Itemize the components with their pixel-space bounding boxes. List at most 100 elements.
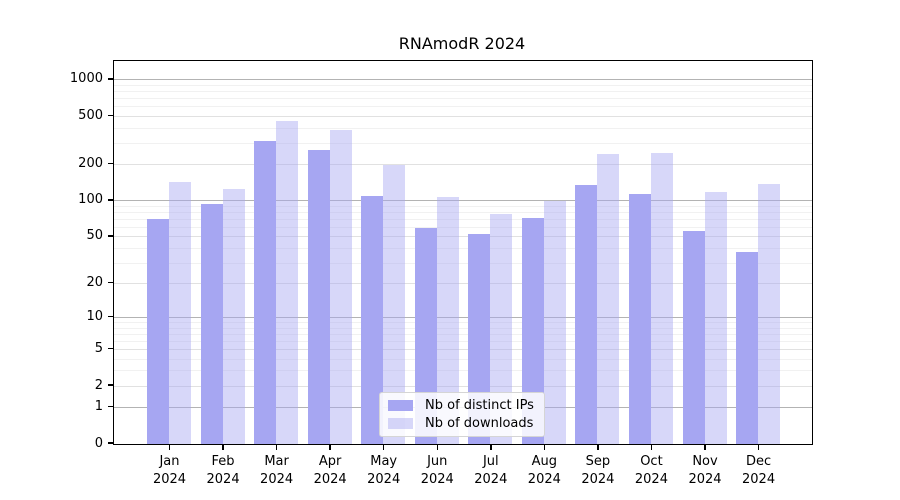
x-label-month: Jun bbox=[427, 454, 448, 469]
x-tick-aug bbox=[543, 444, 546, 450]
bar-ips-mar bbox=[254, 140, 277, 444]
x-tick-label-sep: Sep 2024 bbox=[568, 453, 628, 488]
bar-ips-apr bbox=[307, 149, 330, 444]
x-label-month: Feb bbox=[211, 454, 235, 469]
bar-ips-oct bbox=[628, 194, 651, 444]
y-tick-2 bbox=[108, 384, 113, 386]
bar-downloads-jun bbox=[436, 196, 459, 444]
bar-ips-sep bbox=[575, 184, 598, 444]
gridline-y-200 bbox=[114, 164, 812, 166]
gridline-y-100 bbox=[114, 200, 812, 202]
gridline-y-300 bbox=[114, 142, 812, 144]
y-tick-label-20: 20 bbox=[86, 275, 103, 291]
gridline-y-400 bbox=[114, 127, 812, 129]
x-tick-label-jan: Jan 2024 bbox=[140, 453, 200, 488]
legend-label-downloads: Nb of downloads bbox=[425, 416, 534, 431]
plot-area: Nb of distinct IPs Nb of downloads bbox=[113, 60, 813, 445]
gridline-y-6 bbox=[114, 340, 812, 342]
x-tick-label-oct: Oct 2024 bbox=[621, 453, 681, 488]
y-tick-100 bbox=[108, 199, 113, 201]
gridline-y-2 bbox=[114, 385, 812, 387]
gridline-y-80 bbox=[114, 211, 812, 213]
x-label-year: 2024 bbox=[688, 471, 722, 487]
x-label-month: May bbox=[370, 454, 398, 469]
x-tick-oct bbox=[650, 444, 653, 450]
x-tick-label-jun: Jun 2024 bbox=[407, 453, 467, 488]
bar-downloads-jan bbox=[169, 182, 191, 444]
bar-ips-nov bbox=[682, 230, 705, 444]
x-tick-label-aug: Aug 2024 bbox=[514, 453, 574, 488]
y-tick-label-10: 10 bbox=[86, 309, 103, 325]
chart-title: RNAmodR 2024 bbox=[398, 34, 526, 53]
x-label-month: Aug bbox=[531, 454, 558, 469]
y-tick-label-1: 1 bbox=[94, 398, 103, 414]
y-tick-label-5: 5 bbox=[94, 341, 103, 357]
x-label-year: 2024 bbox=[742, 471, 776, 487]
gridline-y-8 bbox=[114, 327, 812, 329]
y-tick-label-1000: 1000 bbox=[69, 71, 103, 87]
gridline-y-10 bbox=[114, 317, 812, 319]
x-label-year: 2024 bbox=[367, 471, 401, 487]
gridline-y-7 bbox=[114, 333, 812, 335]
y-tick-50 bbox=[108, 235, 113, 237]
gridline-y-500 bbox=[114, 115, 812, 117]
gridline-y-4 bbox=[114, 358, 812, 360]
y-tick-5 bbox=[108, 347, 113, 350]
bar-ips-feb bbox=[200, 203, 223, 444]
gridline-y-9 bbox=[114, 322, 812, 324]
x-tick-mar bbox=[275, 444, 278, 450]
legend-label-distinct-ips: Nb of distinct IPs bbox=[425, 398, 534, 413]
y-tick-1 bbox=[108, 405, 113, 408]
y-tick-label-50: 50 bbox=[86, 228, 103, 244]
y-tick-20 bbox=[108, 281, 113, 284]
bar-ips-dec bbox=[736, 252, 759, 444]
x-label-year: 2024 bbox=[206, 471, 240, 487]
x-tick-label-apr: Apr 2024 bbox=[300, 453, 360, 488]
gridline-y-60 bbox=[114, 226, 812, 228]
bar-ips-may bbox=[361, 195, 384, 444]
x-tick-label-dec: Dec 2024 bbox=[729, 453, 789, 488]
y-tick-500 bbox=[108, 114, 113, 117]
y-tick-10 bbox=[108, 315, 113, 318]
y-tick-200 bbox=[108, 162, 113, 165]
gridline-y-5 bbox=[114, 349, 812, 351]
bar-ips-jun bbox=[414, 228, 437, 444]
legend-swatch-distinct-ips bbox=[388, 400, 413, 411]
x-tick-jul bbox=[490, 444, 492, 450]
y-tick-label-100: 100 bbox=[78, 192, 103, 208]
bar-ips-aug bbox=[521, 217, 544, 444]
bar-ips-jul bbox=[468, 233, 491, 444]
x-tick-label-feb: Feb 2024 bbox=[193, 453, 253, 488]
bar-downloads-aug bbox=[543, 200, 566, 444]
x-tick-apr bbox=[329, 444, 331, 450]
gridline-y-1000 bbox=[114, 79, 812, 81]
gridline-y-90 bbox=[114, 205, 812, 207]
bar-downloads-oct bbox=[650, 153, 673, 444]
bar-downloads-nov bbox=[704, 192, 727, 444]
x-tick-label-mar: Mar 2024 bbox=[247, 453, 307, 488]
bar-downloads-feb bbox=[222, 188, 245, 444]
gridline-y-50 bbox=[114, 236, 812, 238]
gridline-y-900 bbox=[114, 85, 812, 87]
gridline-y-40 bbox=[114, 247, 812, 249]
gridline-y-30 bbox=[114, 262, 812, 264]
x-label-month: Dec bbox=[745, 454, 772, 469]
x-label-month: Jan bbox=[159, 454, 180, 469]
x-label-month: Nov bbox=[692, 454, 718, 469]
bar-downloads-mar bbox=[276, 120, 299, 444]
gridline-y-700 bbox=[114, 98, 812, 100]
bar-downloads-apr bbox=[329, 129, 352, 444]
x-tick-jan bbox=[168, 444, 171, 450]
x-tick-label-jul: Jul 2024 bbox=[461, 453, 521, 488]
x-label-year: 2024 bbox=[260, 471, 294, 487]
x-tick-nov bbox=[704, 444, 706, 450]
bar-downloads-sep bbox=[597, 153, 620, 444]
legend-row-downloads: Nb of downloads bbox=[388, 417, 534, 430]
bar-downloads-dec bbox=[758, 184, 781, 444]
y-tick-0 bbox=[108, 442, 113, 444]
y-tick-label-200: 200 bbox=[78, 156, 103, 172]
x-label-year: 2024 bbox=[474, 471, 508, 487]
y-tick-1000 bbox=[108, 78, 113, 80]
x-label-month: Oct bbox=[640, 454, 663, 469]
